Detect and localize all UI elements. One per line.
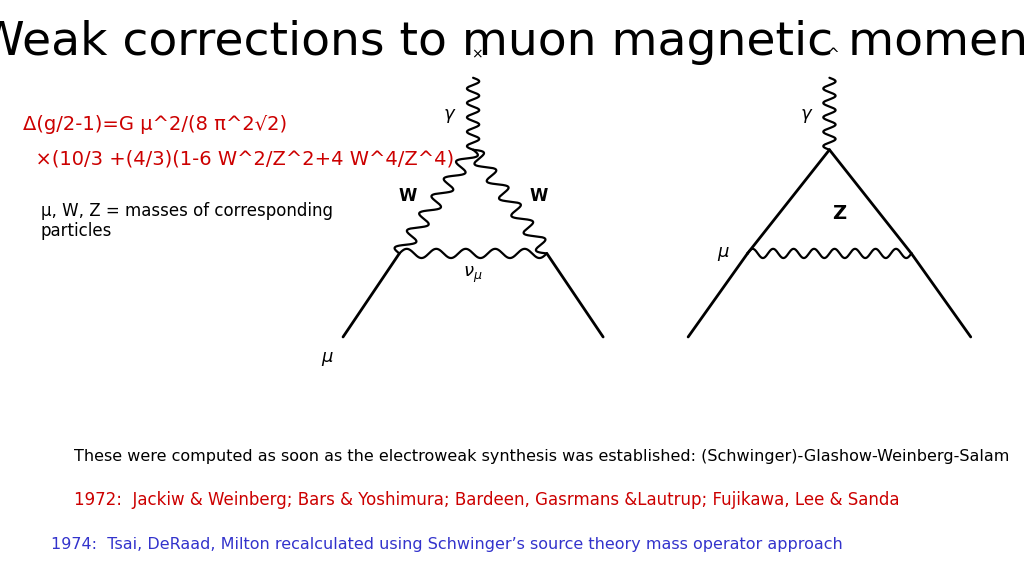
Text: μ, W, Z = masses of corresponding
particles: μ, W, Z = masses of corresponding partic… <box>41 202 333 240</box>
Text: ^: ^ <box>826 47 839 62</box>
Text: $\nu_\mu$: $\nu_\mu$ <box>463 265 483 285</box>
Text: 1974:  Tsai, DeRaad, Milton recalculated using Schwinger’s source theory mass op: 1974: Tsai, DeRaad, Milton recalculated … <box>51 537 843 552</box>
Text: W: W <box>398 187 417 205</box>
Text: Δ(g/2-1)=G μ^2/(8 π^2√2): Δ(g/2-1)=G μ^2/(8 π^2√2) <box>23 115 287 134</box>
Text: μ: μ <box>322 348 333 366</box>
Text: These were computed as soon as the electroweak synthesis was established: (Schwi: These were computed as soon as the elect… <box>74 449 1009 464</box>
Text: W: W <box>529 187 548 205</box>
Text: γ: γ <box>801 105 811 123</box>
Text: ×: × <box>471 48 483 62</box>
Text: γ: γ <box>444 105 455 123</box>
Text: Weak corrections to muon magnetic moment: Weak corrections to muon magnetic moment <box>0 20 1024 65</box>
Text: ×(10/3 +(4/3)(1-6 W^2/Z^2+4 W^4/Z^4): ×(10/3 +(4/3)(1-6 W^2/Z^2+4 W^4/Z^4) <box>23 150 454 169</box>
Text: Z: Z <box>833 204 847 222</box>
Text: μ: μ <box>718 243 729 262</box>
Text: 1972:  Jackiw & Weinberg; Bars & Yoshimura; Bardeen, Gasrmans &Lautrup; Fujikawa: 1972: Jackiw & Weinberg; Bars & Yoshimur… <box>74 491 899 509</box>
